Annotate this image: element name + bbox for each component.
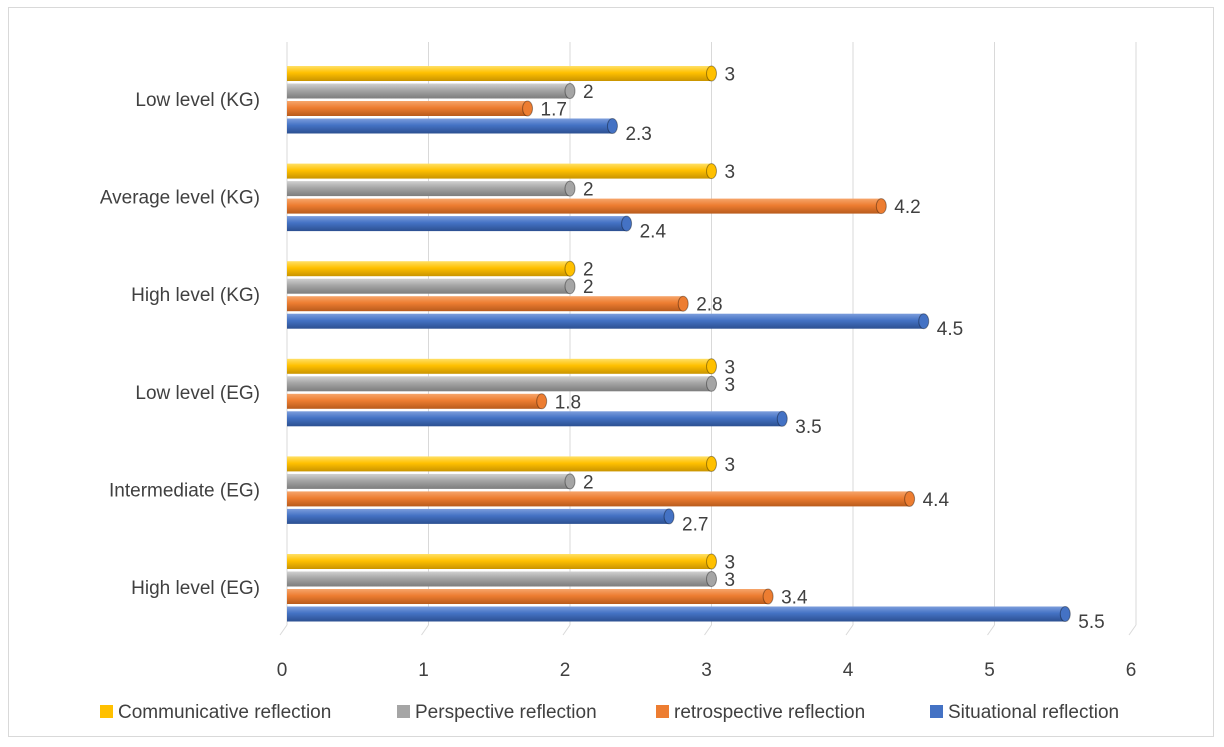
data-label: 2.8 (696, 295, 722, 316)
gridline-floor-1 (421, 624, 429, 636)
bar-retrospective-reflection (287, 393, 548, 410)
bar-situational-reflection (287, 118, 618, 134)
legend-item-perspective-reflection: Perspective reflection (397, 702, 597, 723)
category-label: High level (EG) (131, 578, 260, 599)
x-tick-label: 3 (701, 660, 712, 681)
bar-communicative-reflection (287, 358, 717, 375)
gridline-floor-0 (279, 624, 288, 636)
bar-perspective-reflection (287, 571, 717, 587)
bar-perspective-reflection (287, 180, 576, 197)
data-label: 2.7 (682, 514, 708, 535)
data-label: 2 (583, 277, 594, 298)
data-label: 3 (725, 65, 736, 86)
bar-perspective-reflection (287, 473, 576, 490)
bar-retrospective-reflection (287, 295, 689, 312)
bar-perspective-reflection (287, 278, 576, 295)
bar-situational-reflection (287, 508, 675, 525)
data-label: 2.3 (625, 124, 651, 145)
bar-perspective-reflection (287, 375, 717, 392)
bar-situational-reflection (287, 313, 930, 330)
gridline-floor-6 (1128, 624, 1137, 636)
legend-swatch (397, 705, 410, 718)
gridlines (279, 42, 1137, 636)
bar-perspective-reflection (287, 83, 576, 99)
bar-retrospective-reflection (287, 588, 774, 605)
data-label: 3 (725, 162, 736, 183)
legend-label: Perspective reflection (415, 702, 597, 723)
bar-communicative-reflection (287, 163, 717, 180)
legend-label: Communicative reflection (118, 702, 331, 723)
x-tick-label: 4 (843, 660, 854, 681)
bars (287, 65, 1071, 622)
data-label: 4.5 (937, 319, 963, 340)
x-tick-label: 0 (277, 660, 288, 681)
bar-communicative-reflection (287, 260, 576, 277)
data-labels: 321.72.3324.22.4222.84.5331.83.5324.42.7… (541, 65, 1105, 634)
data-label: 3 (725, 553, 736, 574)
category-label: Low level (EG) (135, 383, 260, 404)
x-tick-label: 5 (984, 660, 995, 681)
data-label: 5.5 (1078, 612, 1104, 633)
category-labels: Low level (KG) Average level (KG) High lev… (100, 90, 260, 599)
bar-communicative-reflection (287, 455, 717, 472)
bar-communicative-reflection (287, 65, 717, 82)
legend-item-communicative-reflection: Communicative reflection (100, 702, 331, 723)
legend-label: Situational reflection (948, 702, 1119, 723)
data-label: 2 (583, 472, 594, 493)
data-label: 2 (583, 82, 594, 103)
category-label: Intermediate (EG) (109, 480, 260, 501)
category-label: Low level (KG) (135, 90, 260, 111)
data-label: 4.4 (923, 490, 950, 511)
legend: Communicative reflection Perspective refl… (100, 702, 1119, 723)
data-label: 3.5 (795, 417, 821, 438)
legend-label: retrospective reflection (674, 702, 865, 723)
data-label: 3.4 (781, 588, 808, 609)
category-label: Average level (KG) (100, 188, 260, 209)
x-tick-label: 6 (1126, 660, 1137, 681)
legend-swatch (656, 705, 669, 718)
data-label: 3 (725, 455, 736, 476)
gridline-floor-4 (845, 624, 854, 636)
legend-item-situational-reflection: Situational reflection (930, 702, 1119, 723)
gridline-floor-3 (704, 624, 712, 636)
legend-item-retrospective-reflection: retrospective reflection (656, 702, 865, 723)
bar-situational-reflection (287, 215, 633, 232)
data-label: 2.4 (640, 222, 667, 243)
axis-tick-labels: 0 1 2 3 4 5 6 (277, 660, 1137, 681)
x-tick-label: 1 (418, 660, 429, 681)
bar-retrospective-reflection (287, 100, 534, 117)
data-label: 1.7 (541, 100, 567, 121)
data-label: 3 (725, 357, 736, 378)
x-tick-label: 2 (560, 660, 571, 681)
bar-communicative-reflection (287, 553, 717, 570)
gridline-floor-2 (562, 624, 571, 636)
data-label: 2 (583, 260, 594, 281)
data-label: 2 (583, 180, 594, 201)
data-label: 3 (725, 375, 736, 396)
data-label: 4.2 (894, 197, 920, 218)
gridline-floor-5 (987, 624, 995, 636)
data-label: 1.8 (555, 392, 581, 413)
data-label: 3 (725, 570, 736, 591)
bar-retrospective-reflection (287, 490, 916, 507)
bar-retrospective-reflection (287, 198, 887, 215)
category-label: High level (KG) (131, 285, 260, 306)
bar-situational-reflection (287, 606, 1071, 622)
legend-swatch (930, 705, 943, 718)
legend-swatch (100, 705, 113, 718)
bar-situational-reflection (287, 410, 788, 427)
